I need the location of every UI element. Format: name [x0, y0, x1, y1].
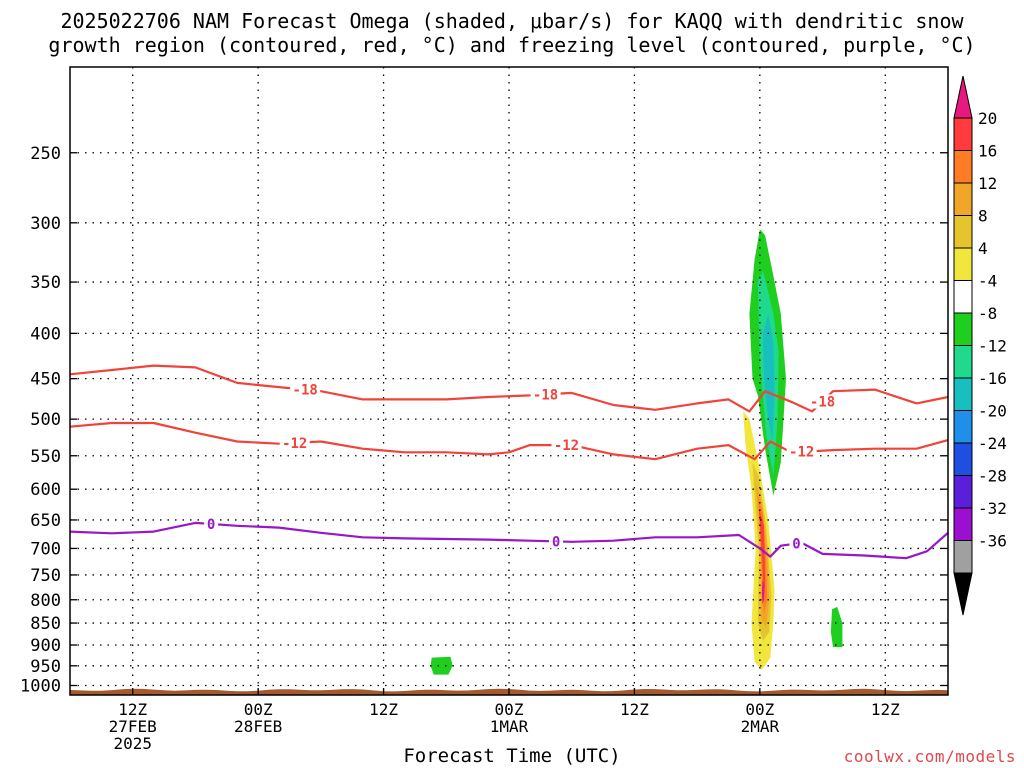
colorbar-label-11: -28	[978, 467, 1007, 486]
colorbar-swatch-10	[953, 442, 973, 476]
plot-area	[70, 67, 948, 695]
contour-label-bg-0-1	[530, 387, 561, 402]
contour-label-1-2: -12	[789, 445, 814, 461]
x-tick-label-24-1: 28FEB	[234, 717, 282, 736]
y-tick-label-1000: 1000	[20, 677, 61, 697]
colorbar-swatch-7	[953, 345, 973, 379]
omega-region-2	[763, 313, 775, 442]
colorbar: 20 16 12 8 4 -4 -8 -12 -16 -20 -24 -28 -32 -36	[953, 75, 1007, 616]
colorbar-swatch-6	[953, 312, 973, 346]
contour-label-bg-2-2	[789, 536, 804, 551]
x-tick-label-12-2: 2025	[113, 734, 152, 753]
colorbar-swatch-2	[953, 182, 973, 216]
contour-line-2	[69, 521, 949, 560]
x-tick-label-36-0: 12Z	[369, 700, 398, 719]
x-tick-label-84-0: 12Z	[871, 700, 900, 719]
contour-label-2-2: 0	[792, 537, 800, 553]
contour-label-2-0: 0	[207, 517, 215, 533]
y-tick-label-250: 250	[30, 144, 61, 164]
colorbar-swatch-4	[953, 247, 973, 281]
colorbar-label-7: -12	[978, 337, 1007, 356]
colorbar-label-0: 20	[978, 109, 997, 128]
colorbar-label-5: -4	[978, 272, 997, 291]
colorbar-swatch-11	[953, 475, 973, 509]
y-tick-label-500: 500	[30, 410, 61, 430]
colorbar-top-arrow	[953, 75, 973, 119]
x-tick-label-72-0: 00Z	[745, 700, 774, 719]
y-tick-label-650: 650	[30, 511, 61, 531]
colorbar-label-9: -20	[978, 402, 1007, 421]
plot-background	[70, 67, 948, 695]
colorbar-label-8: -16	[978, 369, 1007, 388]
colorbar-label-10: -24	[978, 434, 1007, 453]
y-tick-label-550: 550	[30, 447, 61, 467]
colorbar-swatch-1	[953, 150, 973, 184]
x-tick-label-12-0: 12Z	[118, 700, 147, 719]
contour-label-0-0: -18	[293, 383, 318, 399]
y-tick-label-900: 900	[30, 636, 61, 656]
x-tick-label-12-1: 27FEB	[109, 717, 157, 736]
y-tick-label-700: 700	[30, 539, 61, 559]
colorbar-label-6: -8	[978, 304, 997, 323]
chart-title-line-2: growth region (contoured, red, °C) and f…	[48, 33, 976, 57]
y-tick-label-850: 850	[30, 614, 61, 634]
contour-label-bg-1-2	[786, 444, 817, 459]
colorbar-swatch-12	[953, 507, 973, 541]
colorbar-label-13: -36	[978, 532, 1007, 551]
omega-shading	[430, 229, 843, 675]
contour-label-0-2: -18	[810, 394, 835, 410]
contour-label-bg-0-2	[807, 394, 838, 409]
y-axis: 2503003504004505005506006507007508008509…	[20, 144, 948, 697]
x-tick-label-48-0: 00Z	[495, 700, 524, 719]
contour-label-bg-1-1	[551, 438, 582, 453]
colorbar-swatch-13	[953, 540, 973, 574]
contour-label-1-1: -12	[554, 438, 579, 454]
x-tick-label-24-0: 00Z	[244, 700, 273, 719]
colorbar-swatch-3	[953, 215, 973, 249]
colorbar-swatch-5	[953, 280, 973, 314]
y-tick-label-450: 450	[30, 370, 61, 390]
colorbar-swatch-0	[953, 117, 973, 151]
contour-label-2-1: 0	[552, 534, 560, 550]
y-tick-label-800: 800	[30, 591, 61, 611]
omega-region-9	[830, 606, 843, 648]
y-tick-label-400: 400	[30, 324, 61, 344]
y-tick-label-600: 600	[30, 480, 61, 500]
x-axis-label: Forecast Time (UTC)	[403, 745, 621, 767]
contour-label-0-1: -18	[533, 387, 558, 403]
x-tick-label-72-1: 2MAR	[741, 717, 780, 736]
contour-label-bg-2-0	[204, 517, 219, 532]
x-tick-label-48-1: 1MAR	[490, 717, 529, 736]
chart-title-line-1: 2025022706 NAM Forecast Omega (shaded, μ…	[60, 9, 964, 33]
contour-label-bg-2-1	[549, 534, 564, 549]
omega-region-7	[758, 507, 766, 600]
y-tick-label-950: 950	[30, 657, 61, 677]
contour-label-bg-1-0	[279, 435, 310, 450]
contour-lines: -18 -18 -18 -12 -12 -12 0 0 0	[69, 364, 949, 560]
colorbar-label-12: -32	[978, 499, 1007, 518]
y-tick-label-750: 750	[30, 566, 61, 586]
contour-line-0	[69, 364, 949, 413]
colorbar-bottom-arrow	[953, 572, 973, 616]
contour-label-1-0: -12	[282, 436, 307, 452]
colorbar-swatch-9	[953, 410, 973, 444]
colorbar-swatch-8	[953, 377, 973, 411]
colorbar-label-4: 4	[978, 239, 988, 258]
omega-region-10	[430, 656, 453, 675]
colorbar-label-2: 12	[978, 174, 997, 193]
contour-label-bg-0-0	[290, 382, 321, 397]
y-tick-label-350: 350	[30, 273, 61, 293]
colorbar-label-1: 16	[978, 142, 997, 161]
credit-link[interactable]: coolwx.com/models	[843, 747, 1016, 766]
colorbar-label-3: 8	[978, 207, 988, 226]
y-tick-label-300: 300	[30, 214, 61, 234]
x-tick-label-60-0: 12Z	[620, 700, 649, 719]
omega-region-8	[761, 580, 765, 605]
